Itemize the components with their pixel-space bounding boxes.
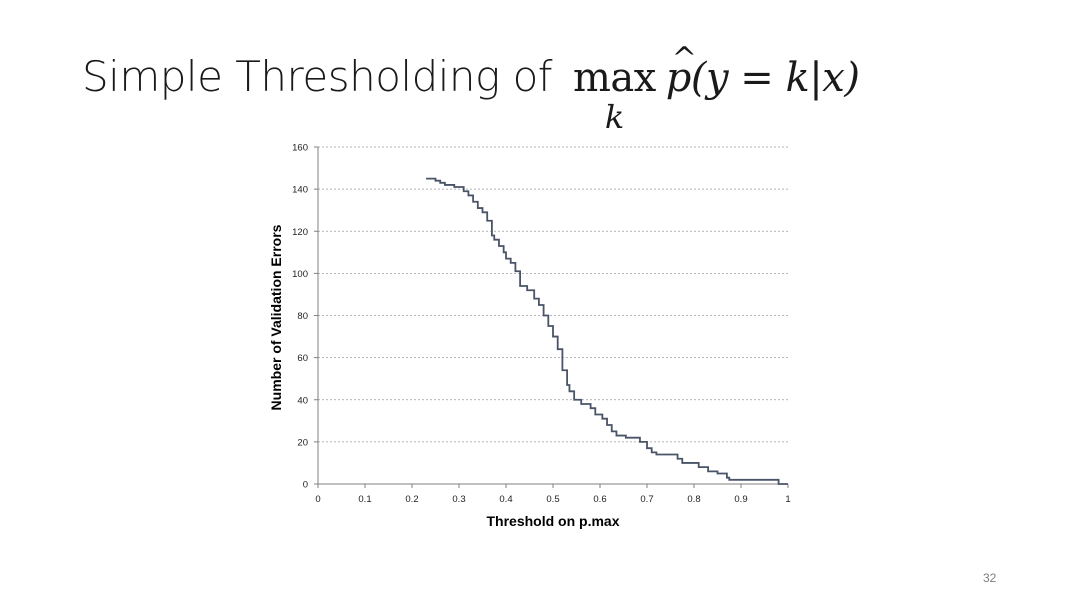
chart-axes <box>314 146 789 488</box>
x-tick-label: 0.9 <box>734 494 747 505</box>
x-tick-label: 0.7 <box>640 494 653 505</box>
x-tick-label: 0.3 <box>452 494 465 505</box>
y-tick-label: 160 <box>292 143 308 154</box>
y-tick-label: 80 <box>297 311 308 322</box>
x-tick-label: 0.6 <box>593 494 606 505</box>
x-tick-label: 0.8 <box>687 494 700 505</box>
chart-series <box>426 177 788 485</box>
x-tick-label: 1 <box>785 494 790 505</box>
series-line <box>426 177 788 485</box>
y-tick-label: 140 <box>292 185 308 196</box>
x-tick-label: 0.5 <box>546 494 559 505</box>
x-tick-label: 0.4 <box>499 494 512 505</box>
slide-title: Simple Thresholding of max k ^ p(y = k|x) <box>82 41 860 136</box>
x-tick-label: 0.1 <box>358 494 371 505</box>
title-math-max: max k <box>572 52 656 136</box>
title-math-function: ^ p <box>665 41 697 101</box>
chart-ticks: 0 20 40 60 80 100 120 140 160 0 0.1 0.2 0.3 0.4 0.5 0.6… <box>292 143 791 506</box>
title-math-argument: (y = k|x) <box>690 55 860 101</box>
title-math-operator: max <box>572 55 656 101</box>
title-math-function-letter: p <box>665 55 692 101</box>
title-text: Simple Thresholding of <box>82 52 565 101</box>
y-tick-label: 120 <box>292 227 308 238</box>
y-tick-label: 60 <box>297 353 308 364</box>
y-axis-title: Number of Validation Errors <box>268 224 284 410</box>
y-tick-label: 0 <box>303 480 308 491</box>
title-math-subscript: k <box>604 98 624 136</box>
x-axis-title: Threshold on p.max <box>486 513 619 529</box>
x-tick-label: 0.2 <box>405 494 418 505</box>
y-tick-label: 20 <box>297 437 308 448</box>
chart-grid <box>318 146 788 443</box>
title-math-hat: ^ <box>671 41 697 76</box>
y-tick-label: 100 <box>292 269 308 280</box>
page-number: 32 <box>983 571 997 585</box>
x-tick-label: 0 <box>315 494 320 505</box>
y-tick-label: 40 <box>297 395 308 406</box>
